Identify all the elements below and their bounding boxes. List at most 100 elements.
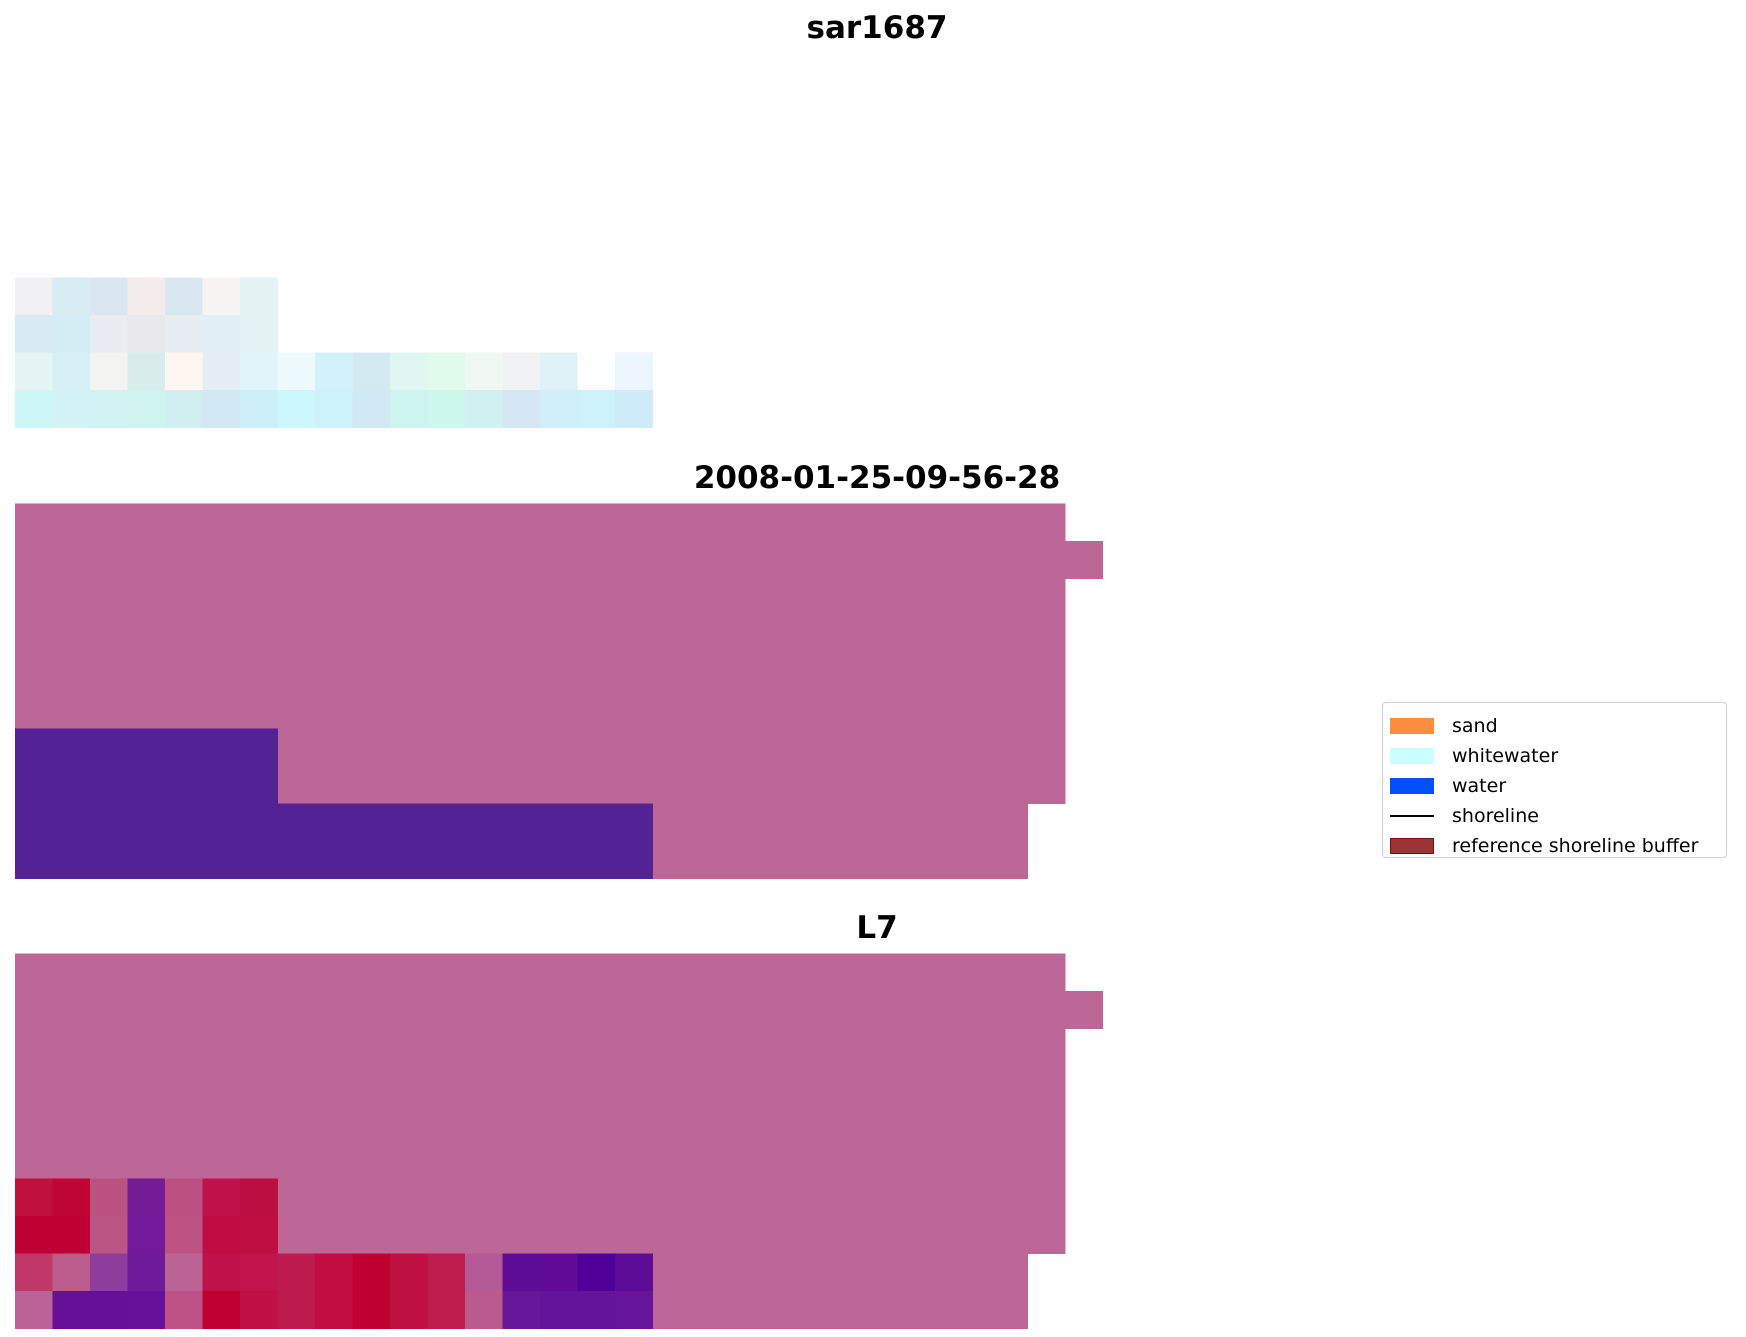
pixel-cell: [240, 277, 278, 316]
pixel-cell: [127, 803, 166, 842]
pixel-cell: [577, 352, 616, 391]
pixel-cell: [202, 728, 241, 767]
pixel-cell: [127, 315, 166, 353]
pixel-cell: [502, 1291, 541, 1329]
pixel-cell: [165, 277, 203, 316]
pixel-cell: [465, 390, 503, 428]
reference-buffer-swatch: [1390, 838, 1434, 854]
panel-sar-image: [15, 277, 653, 428]
legend-label: whitewater: [1452, 745, 1559, 767]
pixel-cell: [165, 1178, 203, 1217]
legend-item-water: water: [1390, 771, 1726, 801]
pixel-cell: [90, 803, 128, 842]
pixel-cell: [240, 728, 278, 767]
pixel-cell: [502, 352, 541, 391]
pixel-cell: [90, 277, 128, 316]
pixel-cell: [202, 1216, 241, 1254]
sand-swatch: [1390, 718, 1434, 734]
pixel-cell: [277, 1291, 316, 1329]
pixel-cell: [52, 277, 91, 316]
pixel-cell: [465, 1253, 503, 1292]
legend-item-sand: sand: [1390, 711, 1726, 741]
pixel-cell: [202, 803, 241, 842]
pixel-cell: [127, 277, 166, 316]
pixel-cell: [277, 390, 316, 428]
pixel-cell: [165, 841, 203, 879]
pixel-cell: [202, 1178, 241, 1217]
pixel-cell: [240, 841, 278, 879]
pixel-cell: [90, 1291, 128, 1329]
pixel-cell: [15, 277, 53, 316]
pixel-cell: [315, 390, 353, 428]
pixel-cell: [427, 803, 466, 842]
pixel-cell: [240, 352, 278, 391]
pixel-cell: [165, 390, 203, 428]
pixel-cell: [240, 766, 278, 804]
pixel-cell: [165, 1291, 203, 1329]
pixel-cell: [540, 1291, 578, 1329]
legend-label: water: [1452, 775, 1507, 797]
pixel-cell: [15, 766, 53, 804]
legend-item-reference-buffer: reference shoreline buffer: [1390, 831, 1726, 861]
pixel-cell: [15, 390, 53, 428]
pixel-cell: [277, 803, 316, 842]
pixel-cell: [352, 352, 391, 391]
pixel-cell: [502, 1253, 541, 1292]
pixel-cell: [390, 841, 428, 879]
pixel-cell: [90, 841, 128, 879]
pixel-cell: [540, 1253, 578, 1292]
legend-item-whitewater: whitewater: [1390, 741, 1726, 771]
base-row: [15, 578, 1066, 617]
pixel-cell: [577, 841, 616, 879]
pixel-cell: [315, 841, 353, 879]
pixel-cell: [390, 1253, 428, 1292]
pixel-cell: [502, 390, 541, 428]
pixel-cell: [615, 803, 653, 842]
pixel-cell: [390, 803, 428, 842]
pixel-cell: [165, 728, 203, 767]
pixel-cell: [465, 841, 503, 879]
pixel-cell: [427, 1253, 466, 1292]
pixel-cell: [202, 1253, 241, 1292]
legend-label: shoreline: [1452, 805, 1539, 827]
pixel-cell: [390, 1291, 428, 1329]
base-row: [15, 953, 1066, 992]
pixel-cell: [427, 841, 466, 879]
pixel-cell: [15, 841, 53, 879]
base-row: [15, 653, 1066, 692]
legend-label: sand: [1452, 715, 1498, 737]
pixel-cell: [427, 1291, 466, 1329]
pixel-cell: [615, 1291, 653, 1329]
pixel-cell: [52, 1291, 91, 1329]
pixel-cell: [165, 315, 203, 353]
pixel-cell: [15, 1216, 53, 1254]
pixel-cell: [240, 1178, 278, 1217]
pixel-cell: [277, 352, 316, 391]
pixel-cell: [127, 728, 166, 767]
pixel-cell: [52, 1178, 91, 1217]
panel-title-date: 2008-01-25-09-56-28: [693, 460, 1061, 496]
pixel-cell: [315, 803, 353, 842]
pixel-cell: [52, 315, 91, 353]
pixel-cell: [90, 352, 128, 391]
pixel-cell: [165, 1216, 203, 1254]
base-row: [15, 503, 1066, 542]
pixel-cell: [352, 841, 391, 879]
pixel-cell: [202, 390, 241, 428]
pixel-cell: [352, 1291, 391, 1329]
pixel-cell: [352, 803, 391, 842]
pixel-cell: [502, 803, 541, 842]
pixel-cell: [615, 841, 653, 879]
base-row: [15, 1141, 1066, 1179]
base-row: [15, 691, 1066, 729]
pixel-cell: [577, 1291, 616, 1329]
pixel-cell: [127, 390, 166, 428]
pixel-cell: [240, 315, 278, 353]
pixel-cell: [577, 1253, 616, 1292]
pixel-cell: [127, 352, 166, 391]
pixel-cell: [240, 1216, 278, 1254]
base-row: [15, 541, 1066, 579]
pixel-cell: [52, 766, 91, 804]
pixel-cell: [540, 803, 578, 842]
pixel-cell: [202, 1291, 241, 1329]
